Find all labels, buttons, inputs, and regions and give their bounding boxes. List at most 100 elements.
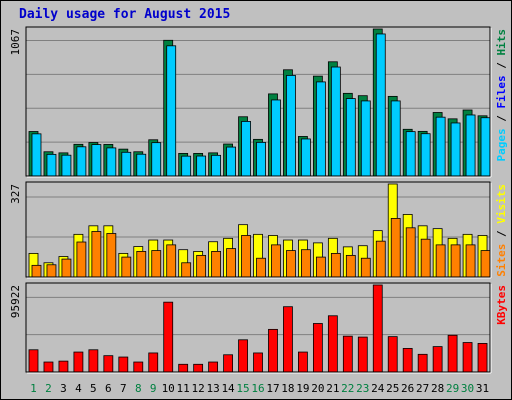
day-label-26: 26 — [401, 382, 414, 395]
day-label-5: 5 — [90, 382, 97, 395]
bar-files-11 — [181, 155, 192, 177]
bar-files-22 — [345, 98, 356, 177]
bar-files-28 — [435, 116, 446, 177]
bar-sites-17 — [271, 244, 281, 278]
bar-files-19 — [301, 138, 311, 177]
day-label-24: 24 — [371, 382, 385, 395]
day-label-23: 23 — [356, 382, 369, 395]
bar-kbytes-26 — [402, 348, 413, 373]
day-label-16: 16 — [251, 382, 264, 395]
day-label-30: 30 — [461, 382, 474, 395]
bar-kbytes-28 — [432, 346, 443, 373]
bar-files-15 — [241, 121, 251, 177]
bar-kbytes-17 — [268, 328, 278, 373]
day-label-31: 31 — [476, 382, 489, 395]
y-max-label: 327 — [9, 184, 22, 204]
bar-files-31 — [480, 117, 491, 177]
legend-entry: Visits — [495, 184, 508, 224]
bar-sites-23 — [360, 257, 371, 278]
bar-kbytes-2 — [43, 361, 54, 373]
legend-entry: / — [495, 224, 508, 244]
bar-sites-6 — [106, 233, 117, 278]
bar-kbytes-11 — [178, 363, 189, 373]
bar-files-18 — [286, 75, 296, 177]
bar-kbytes-18 — [283, 306, 293, 373]
bar-files-13 — [211, 154, 222, 177]
bar-files-16 — [256, 141, 266, 177]
bar-sites-9 — [151, 250, 162, 278]
bar-sites-10 — [166, 244, 177, 278]
day-label-11: 11 — [177, 382, 190, 395]
bar-files-2 — [46, 153, 57, 177]
bar-sites-8 — [136, 251, 147, 278]
day-label-29: 29 — [446, 382, 459, 395]
bar-sites-1 — [31, 264, 42, 278]
bar-kbytes-30 — [462, 342, 473, 373]
day-label-1: 1 — [30, 382, 37, 395]
bar-sites-7 — [121, 256, 132, 278]
plot-border — [25, 26, 491, 177]
day-label-9: 9 — [150, 382, 157, 395]
bar-files-27 — [420, 133, 431, 177]
legend-entry: Sites — [495, 244, 508, 277]
bar-sites-14 — [226, 248, 236, 278]
bar-files-21 — [330, 66, 341, 177]
bar-sites-5 — [91, 231, 102, 278]
bar-sites-24 — [375, 240, 386, 278]
bar-kbytes-8 — [133, 361, 144, 373]
y-max-label: 1067 — [9, 29, 22, 56]
bar-kbytes-31 — [477, 343, 488, 373]
legend-entry: / — [495, 109, 508, 129]
bar-kbytes-6 — [103, 355, 114, 373]
day-label-17: 17 — [266, 382, 279, 395]
bar-sites-29 — [450, 244, 461, 278]
bar-sites-22 — [345, 254, 356, 278]
bar-kbytes-23 — [357, 336, 368, 373]
bar-sites-15 — [241, 235, 251, 278]
bar-kbytes-12 — [193, 363, 204, 373]
bar-files-30 — [465, 114, 476, 177]
bar-sites-25 — [390, 218, 401, 278]
bar-kbytes-24 — [372, 284, 383, 373]
day-label-3: 3 — [60, 382, 67, 395]
day-label-8: 8 — [135, 382, 142, 395]
bar-kbytes-14 — [223, 354, 233, 373]
bar-files-3 — [61, 154, 72, 177]
legend-entry: / — [495, 56, 508, 76]
day-label-28: 28 — [431, 382, 444, 395]
legend-entry: Hits — [495, 29, 508, 56]
day-label-18: 18 — [281, 382, 294, 395]
bar-files-23 — [360, 100, 371, 177]
legend-entry: KBytes — [495, 285, 508, 325]
bar-kbytes-22 — [342, 335, 353, 373]
day-label-12: 12 — [192, 382, 205, 395]
bar-files-5 — [91, 144, 102, 177]
day-label-20: 20 — [311, 382, 324, 395]
day-label-2: 2 — [45, 382, 52, 395]
bar-kbytes-15 — [238, 339, 248, 373]
day-label-27: 27 — [416, 382, 429, 395]
bar-files-12 — [196, 155, 207, 177]
y-max-label: 95922 — [9, 285, 22, 318]
day-label-13: 13 — [206, 382, 219, 395]
bar-kbytes-13 — [208, 361, 219, 373]
bar-files-26 — [405, 131, 416, 177]
bar-files-17 — [271, 99, 281, 177]
bar-sites-18 — [286, 250, 296, 278]
bar-files-10 — [166, 45, 177, 177]
panel-kbytes: 95922 KBytes — [9, 282, 508, 374]
day-label-15: 15 — [236, 382, 249, 395]
bar-files-25 — [390, 100, 401, 177]
legend-pages-files-hits: Pages / Files / Hits — [495, 29, 508, 162]
day-label-14: 14 — [221, 382, 235, 395]
bar-kbytes-19 — [298, 351, 308, 373]
bar-kbytes-27 — [417, 353, 428, 373]
panel-sites-visits: 327 Sites / Visits — [9, 181, 508, 279]
day-label-4: 4 — [75, 382, 82, 395]
day-label-21: 21 — [326, 382, 339, 395]
bar-sites-3 — [61, 258, 72, 278]
day-label-19: 19 — [296, 382, 309, 395]
bar-sites-16 — [256, 257, 266, 278]
bar-sites-26 — [405, 227, 416, 278]
